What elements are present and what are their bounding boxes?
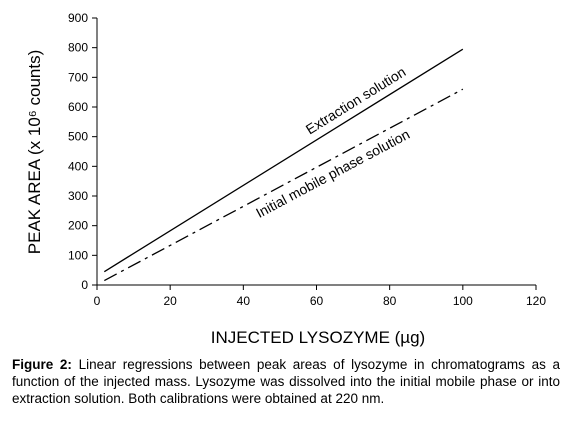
caption: Figure 2: Linear regressions between pea… xyxy=(12,356,560,407)
y-tick-label: 600 xyxy=(68,100,88,114)
x-axis-label: INJECTED LYSOZYME (µg) xyxy=(211,328,425,347)
caption-label: Figure 2: xyxy=(12,357,72,372)
y-axis-label: PEAK AREA (x 10⁶ counts) xyxy=(25,50,44,254)
x-tick-label: 40 xyxy=(237,294,251,308)
series-line xyxy=(104,88,464,282)
y-tick-label: 0 xyxy=(81,278,88,292)
y-tick-label: 700 xyxy=(68,70,88,84)
series-line xyxy=(103,48,464,273)
x-tick-label: 20 xyxy=(163,294,177,308)
y-tick-label: 100 xyxy=(68,248,88,262)
caption-text: Linear regressions between peak areas of… xyxy=(12,357,560,406)
y-tick-label: 900 xyxy=(68,11,88,25)
y-tick-label: 500 xyxy=(68,130,88,144)
y-tick-label: 400 xyxy=(68,159,88,173)
y-tick-label: 800 xyxy=(68,41,88,55)
x-tick-label: 100 xyxy=(453,294,473,308)
chart: INJECTED LYSOZYME (µg) PEAK AREA (x 10⁶ … xyxy=(25,11,546,347)
x-tick-label: 80 xyxy=(383,294,397,308)
x-tick-label: 60 xyxy=(310,294,324,308)
series-label: Initial mobile phase solution xyxy=(253,126,412,221)
x-tick-label: 0 xyxy=(94,294,101,308)
x-tick-label: 120 xyxy=(526,294,546,308)
y-tick-label: 300 xyxy=(68,189,88,203)
y-tick-label: 200 xyxy=(68,219,88,233)
